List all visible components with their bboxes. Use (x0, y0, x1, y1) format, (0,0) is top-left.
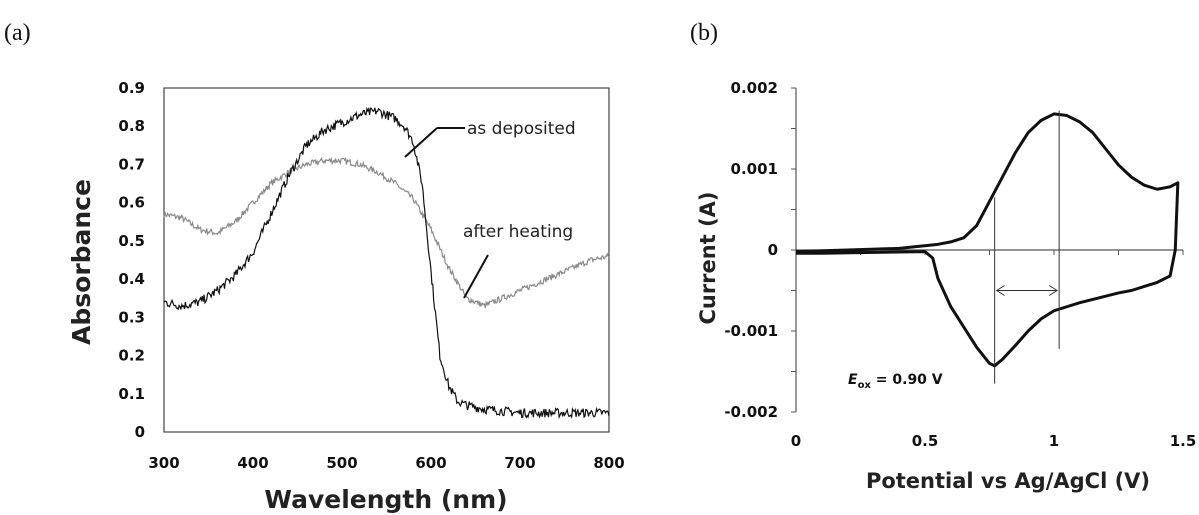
x-tick-labels-b: 0 0.5 1 1.5 (791, 432, 1197, 450)
annotation-after-heating: after heating (463, 222, 573, 242)
panel-label-b: (b) (690, 20, 718, 46)
eox-value: = 0.90 V (871, 372, 943, 388)
x-tick-label: 600 (415, 454, 446, 472)
y-tick-label: 0.2 (118, 347, 145, 365)
y-tick-label: 0 (135, 423, 145, 441)
x-tick-label: 1.5 (1170, 432, 1197, 450)
y-axis-title-b: Current (A) (696, 191, 720, 324)
y-tick-label: 0.8 (118, 117, 145, 135)
x-tick-label: 0.5 (912, 432, 939, 450)
y-tick-label: -0.001 (724, 322, 778, 340)
x-tick-label: 0 (791, 432, 801, 450)
x-tick-label: 1 (1049, 432, 1059, 450)
y-tick-label: 0.4 (118, 270, 145, 288)
x-tick-label: 500 (326, 454, 357, 472)
x-axis-title-a: Wavelength (nm) (264, 485, 507, 514)
series-group-a (163, 106, 610, 420)
plot-frame-a (163, 87, 610, 433)
y-tick-label: 0.1 (118, 385, 145, 403)
arrowhead-left (995, 285, 1005, 296)
y-tick-label: 0.6 (118, 194, 145, 212)
x-tick-label: 400 (237, 454, 268, 472)
x-tick-label: 700 (504, 454, 535, 472)
leader-line-after-heating (463, 254, 489, 299)
x-tick-label: 300 (148, 454, 179, 472)
annotation-as-deposited: as deposited (467, 119, 576, 139)
eox-subscript: ox (858, 380, 872, 391)
y-tick-labels-a: 0 0.1 0.2 0.3 0.4 0.5 0.6 0.7 0.8 0.9 (118, 79, 145, 441)
peak-markers-b (994, 110, 1060, 384)
x-axis-title-b: Potential vs Ag/AgCl (V) (866, 469, 1150, 493)
x-tick-labels-a: 300 400 500 600 700 800 (148, 454, 624, 472)
y-tick-label: 0.9 (118, 79, 145, 97)
eox-symbol: E (848, 372, 858, 388)
panel-label-a: (a) (4, 20, 31, 46)
y-tick-label: 0.7 (118, 155, 145, 173)
leader-line-as-deposited (404, 127, 438, 158)
y-tick-label: -0.002 (724, 403, 778, 421)
chart-panel-b: (b) -0.002 -0.001 0 0.001 0.002 0 0.5 1 1.5 Eox… (690, 20, 1196, 493)
y-tick-label: 0.002 (731, 79, 778, 97)
series-line-after-heating (163, 156, 610, 309)
chart-panel-a: (a) 0 0.1 0.2 0.3 0.4 0.5 0.6 0.7 0.8 0.9 300 400 5… (4, 20, 625, 514)
y-tick-label: 0.5 (118, 232, 145, 250)
x-tick-label: 800 (593, 454, 624, 472)
series-line-as-deposited (163, 106, 610, 420)
cv-curve (795, 112, 1180, 368)
y-axis-title-a: Absorbance (67, 179, 96, 345)
y-tick-label: 0.001 (731, 160, 778, 178)
y-tick-label: 0.3 (118, 308, 145, 326)
y-tick-label: 0 (768, 241, 778, 259)
annotation-eox: Eox = 0.90 V (848, 372, 943, 391)
arrowhead-right (1048, 285, 1059, 296)
series-group-b (795, 112, 1180, 368)
y-tick-labels-b: -0.002 -0.001 0 0.001 0.002 (724, 79, 778, 421)
